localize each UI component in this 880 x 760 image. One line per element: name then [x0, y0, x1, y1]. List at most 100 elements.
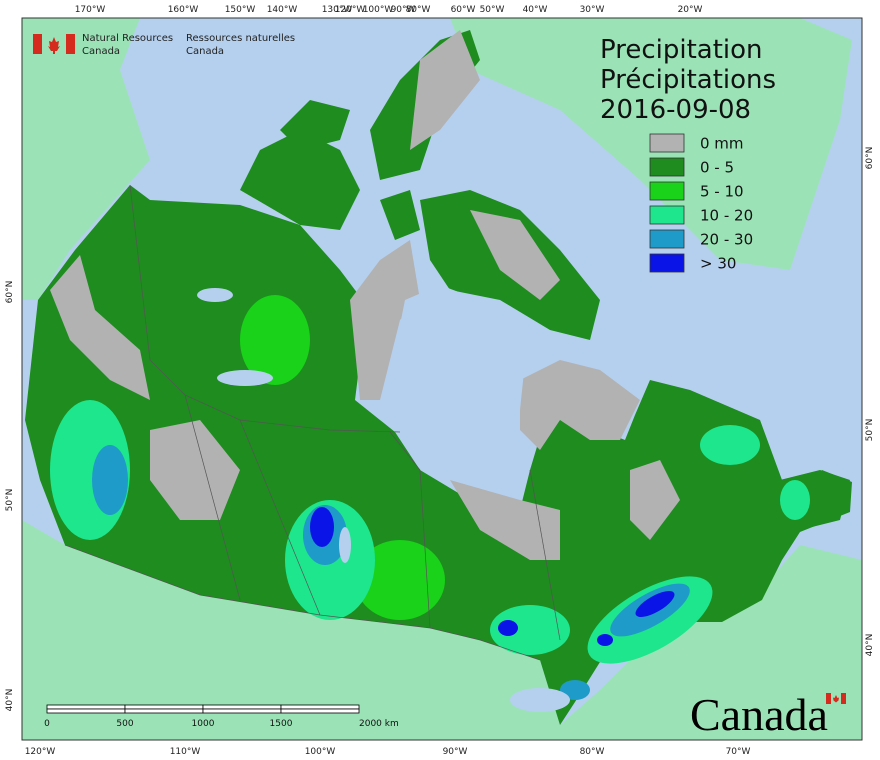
- island: [280, 100, 350, 150]
- precip-patch: [635, 591, 675, 617]
- legend-swatch: [649, 205, 685, 225]
- scale-label: 500: [116, 719, 133, 729]
- graticule-label: 120°W: [335, 5, 366, 15]
- graticule-label: 40°W: [523, 5, 548, 15]
- border: [64, 544, 541, 661]
- graticule-label: 50°N: [865, 419, 875, 442]
- scale-segment: [46, 704, 126, 710]
- legend: 0 mm 0 - 5 5 - 10 10 - 20 20 - 30 > 30: [649, 133, 753, 273]
- border: [239, 419, 321, 616]
- graticule-label: 80°W: [580, 747, 605, 757]
- scale-segment: [202, 708, 282, 714]
- scale-label: 1500: [270, 719, 293, 729]
- scale-label: 0: [44, 719, 50, 729]
- lake: [217, 370, 273, 386]
- graticule-label: 30°W: [580, 5, 605, 15]
- map: [22, 18, 862, 740]
- legend-label: 10 - 20: [700, 207, 753, 225]
- legend-label: > 30: [700, 255, 736, 273]
- map-frame: [21, 17, 863, 741]
- precip-patch: [92, 445, 128, 515]
- title: Precipitation: [600, 35, 763, 65]
- border: [529, 469, 561, 641]
- scale-label: 1000: [192, 719, 215, 729]
- precip-patch: [700, 425, 760, 465]
- legend-swatch: [649, 229, 685, 249]
- graticule-label: 80°W: [406, 5, 431, 15]
- legend-label: 20 - 30: [700, 231, 753, 249]
- border: [389, 431, 431, 629]
- great-lakes: [510, 688, 570, 712]
- legend-label: 5 - 10: [700, 183, 744, 201]
- scale-label: 2000 km: [359, 719, 399, 729]
- agency-fr: Ressources naturelles: [186, 33, 295, 44]
- graticule-label: 110°W: [170, 747, 201, 757]
- precip-patch: [240, 295, 310, 385]
- no-precip: [450, 480, 560, 560]
- graticule-label: 20°W: [678, 5, 703, 15]
- graticule-label: 140°W: [267, 5, 298, 15]
- legend-swatch: [649, 133, 685, 153]
- border: [184, 394, 241, 601]
- scale-segment: [280, 708, 360, 714]
- lake: [339, 527, 351, 563]
- graticule-labels: 170°W 160°W 150°W 140°W 130°W120°W100°W90°W8…: [5, 5, 875, 757]
- precip-patch: [310, 507, 334, 547]
- date: 2016-09-08: [600, 95, 751, 125]
- scale-segment: [202, 704, 282, 710]
- precip-patch: [355, 540, 445, 620]
- agency-en: Canada: [82, 46, 120, 57]
- no-precip: [150, 420, 240, 520]
- legend-label: 0 - 5: [700, 159, 734, 177]
- wordmark-text: Canada: [690, 689, 828, 740]
- border: [129, 184, 401, 433]
- graticule-label: 50°N: [5, 489, 15, 512]
- graticule-label: 130°W: [322, 5, 353, 15]
- usa: [22, 520, 862, 740]
- precip-patch: [490, 605, 570, 655]
- precip-patch: [780, 480, 810, 520]
- precip-patch: [560, 680, 590, 700]
- graticule-label: 120°W: [25, 747, 56, 757]
- no-precip: [50, 255, 150, 400]
- graticule-label: 60°W: [451, 5, 476, 15]
- graticule-label: 70°W: [726, 747, 751, 757]
- scale-segment: [46, 708, 126, 714]
- legend-swatch: [649, 181, 685, 201]
- alaska: [22, 18, 150, 300]
- agency-fr: Canada: [186, 46, 224, 57]
- scale-segment: [124, 704, 204, 710]
- scale-segment: [124, 708, 204, 714]
- lake: [197, 288, 233, 302]
- logo: [33, 34, 75, 54]
- title: Précipitations: [600, 65, 776, 95]
- graticule-label: 90°W: [443, 747, 468, 757]
- graticule-label: 170°W: [75, 5, 106, 15]
- wordmark: [826, 693, 846, 704]
- island: [240, 130, 360, 230]
- graticule-label: 50°W: [480, 5, 505, 15]
- no-precip: [410, 30, 480, 150]
- no-precip: [470, 210, 560, 300]
- island: [380, 190, 420, 240]
- graticule-label: 40°N: [5, 689, 15, 712]
- graticule-label: 100°W: [305, 747, 336, 757]
- no-precip: [520, 360, 640, 450]
- scale-segment: [280, 704, 360, 710]
- agency-en: Natural Resources: [82, 33, 173, 44]
- graticule-label: 60°N: [865, 147, 875, 170]
- legend-swatch: [649, 157, 685, 177]
- graticule-label: 90°W: [391, 5, 416, 15]
- graticule-label: 150°W: [225, 5, 256, 15]
- graticule-label: 100°W: [363, 5, 394, 15]
- legend-swatch: [649, 253, 685, 273]
- scale-bar: 0 500 1000 1500 2000 km: [44, 704, 399, 729]
- no-precip: [630, 460, 680, 540]
- legend-label: 0 mm: [700, 135, 744, 153]
- graticule-label: 40°N: [865, 634, 875, 657]
- precip-patch: [498, 620, 518, 636]
- graticule-label: 60°N: [5, 281, 15, 304]
- precip-patch: [597, 634, 613, 646]
- graticule-label: 160°W: [168, 5, 199, 15]
